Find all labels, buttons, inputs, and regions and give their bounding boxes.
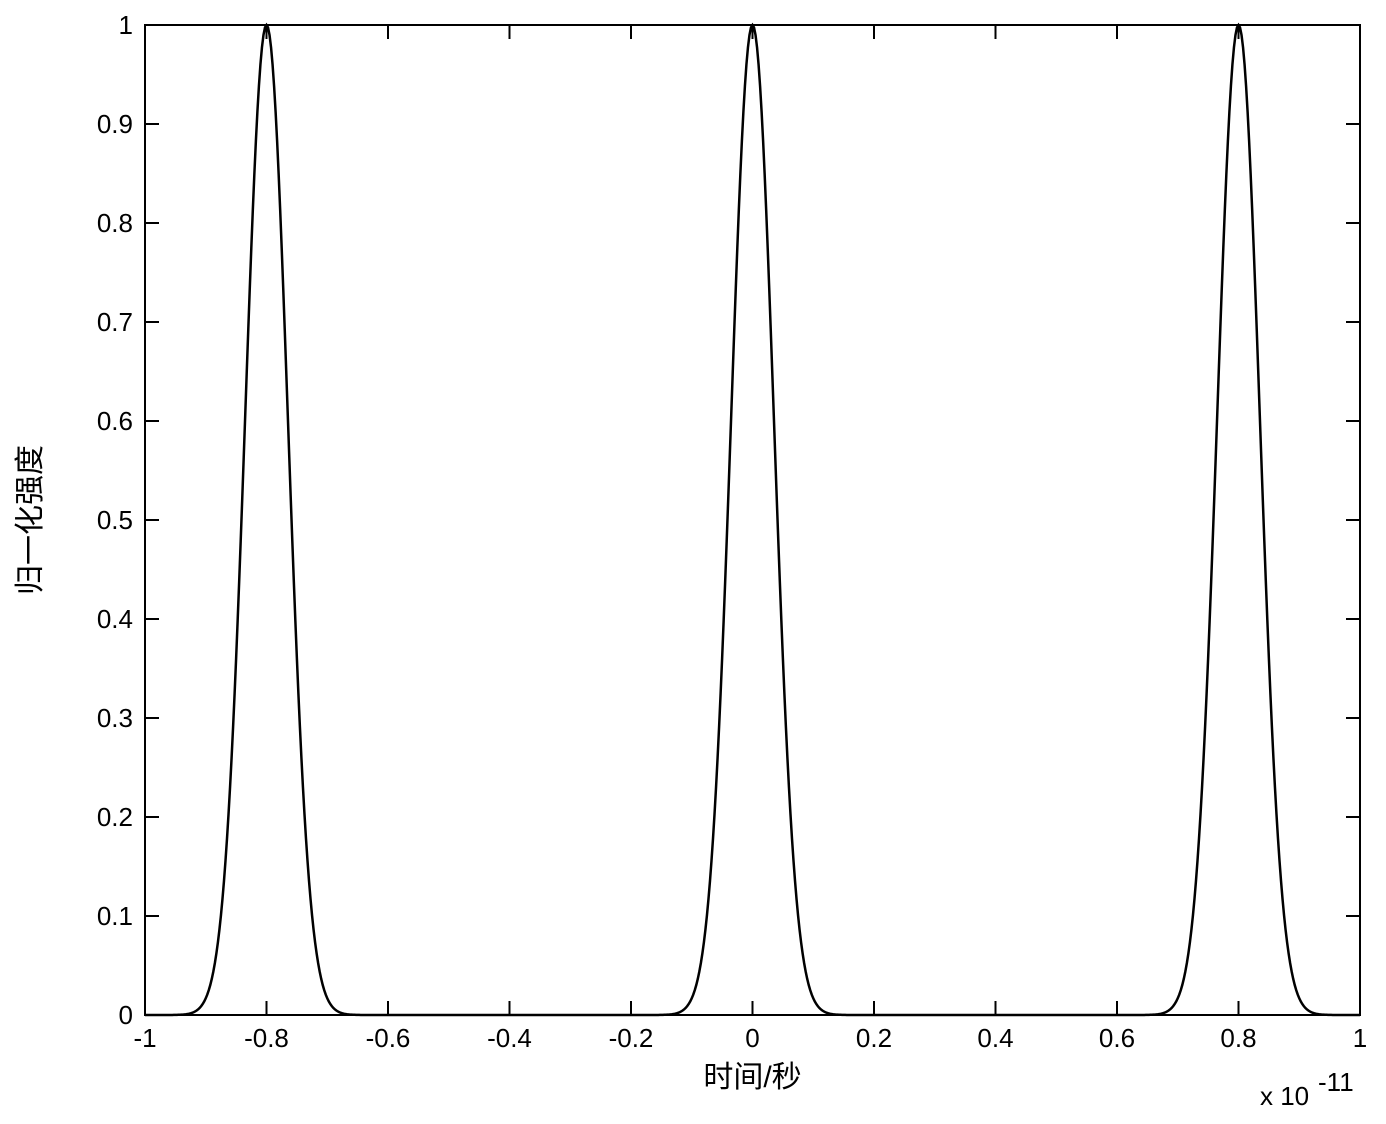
x-tick-label: -0.2 xyxy=(609,1023,654,1053)
y-tick-label: 0.3 xyxy=(97,703,133,733)
x-tick-label: -0.8 xyxy=(244,1023,289,1053)
svg-text:x 10: x 10 xyxy=(1260,1081,1309,1111)
y-axis-label: 归一化强度 xyxy=(14,445,47,595)
x-tick-label: -0.6 xyxy=(366,1023,411,1053)
x-tick-label: 0.2 xyxy=(856,1023,892,1053)
plot-box xyxy=(145,25,1360,1015)
y-tick-label: 0.9 xyxy=(97,109,133,139)
y-tick-label: 0 xyxy=(119,1000,133,1030)
y-tick-label: 0.6 xyxy=(97,406,133,436)
y-tick-label: 0.4 xyxy=(97,604,133,634)
x-tick-label: -1 xyxy=(133,1023,156,1053)
y-tick-label: 0.5 xyxy=(97,505,133,535)
x-tick-label: 1 xyxy=(1353,1023,1367,1053)
x-axis-exponent: x 10 -11 xyxy=(1260,1067,1354,1111)
y-tick-label: 1 xyxy=(119,10,133,40)
y-tick-label: 0.1 xyxy=(97,901,133,931)
pulse-series xyxy=(145,25,1360,1015)
pulse-chart: -1 -0.8 -0.6 -0.4 -0.2 0 0.2 0.4 0.6 0.8 1 0 0.1 0.2 0… xyxy=(0,0,1386,1124)
x-tick-label: -0.4 xyxy=(487,1023,532,1053)
x-tick-label: 0.6 xyxy=(1099,1023,1135,1053)
y-tick-label: 0.7 xyxy=(97,307,133,337)
y-tick-label: 0.2 xyxy=(97,802,133,832)
x-tick-label: 0.4 xyxy=(977,1023,1013,1053)
y-tick-label: 0.8 xyxy=(97,208,133,238)
svg-text:-11: -11 xyxy=(1318,1067,1354,1097)
x-tick-label: 0 xyxy=(745,1023,759,1053)
x-axis-label: 时间/秒 xyxy=(703,1061,801,1094)
chart-container: -1 -0.8 -0.6 -0.4 -0.2 0 0.2 0.4 0.6 0.8 1 0 0.1 0.2 0… xyxy=(0,0,1386,1124)
x-tick-label: 0.8 xyxy=(1220,1023,1256,1053)
